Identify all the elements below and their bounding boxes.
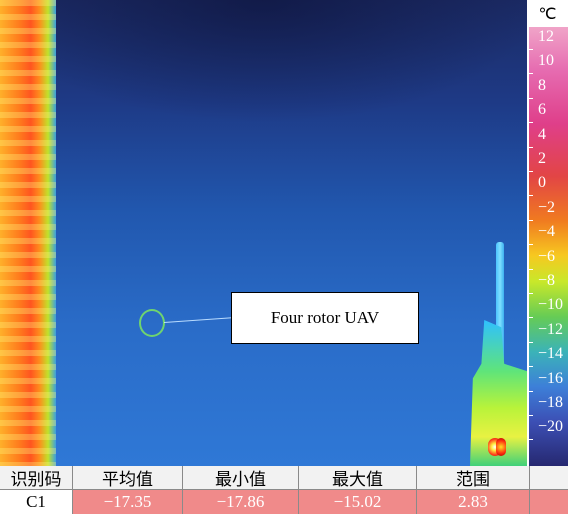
table-header-row: 识别码 平均值 最小值 最大值 范围 <box>0 466 568 490</box>
header-minimum: 最小值 <box>183 466 299 490</box>
scale-tick-label: 4 <box>538 125 546 143</box>
scale-tick-mark <box>527 415 533 416</box>
scale-tick-label: −10 <box>538 296 564 314</box>
scale-tick-label: −4 <box>538 223 556 241</box>
cell-minimum: −17.86 <box>183 490 299 514</box>
thermal-image: Four rotor UAV <box>0 0 527 466</box>
callout-line <box>163 317 234 323</box>
cell-maximum: −15.02 <box>299 490 417 514</box>
cell-average: −17.35 <box>73 490 183 514</box>
cell-range: 2.83 <box>417 490 530 514</box>
building-wall-hotspot <box>0 0 56 466</box>
header-average: 平均值 <box>73 466 183 490</box>
cell-extra <box>530 490 568 514</box>
scale-tick-mark <box>527 439 533 441</box>
scale-tick-mark <box>527 244 533 246</box>
pole <box>496 242 504 362</box>
scale-tick-label: −18 <box>538 394 564 411</box>
scale-tick-mark <box>527 171 533 172</box>
table-row[interactable]: C1 −17.35 −17.86 −15.02 2.83 <box>0 490 568 514</box>
scale-tick-mark <box>527 341 533 343</box>
measurement-table: 识别码 平均值 最小值 最大值 范围 C1 −17.35 −17.86 −15.… <box>0 466 568 514</box>
scale-tick-mark <box>527 195 533 197</box>
scale-tick-mark <box>527 49 533 50</box>
scale-tick-label: −16 <box>538 369 564 387</box>
scale-tick-label: −20 <box>538 418 564 436</box>
scale-tick-mark <box>527 317 533 319</box>
scale-tick-label: −6 <box>538 247 556 265</box>
scale-tick-mark <box>527 293 533 294</box>
uav-target-marker[interactable] <box>139 309 165 337</box>
scale-tick-label: 0 <box>538 174 546 192</box>
scale-tick-mark <box>527 73 533 75</box>
scale-tick-label: −8 <box>538 272 556 289</box>
cell-id: C1 <box>0 490 73 514</box>
hot-spot-secondary <box>496 438 506 456</box>
scale-tick-label: 12 <box>538 28 554 45</box>
scale-tick-mark <box>527 97 533 99</box>
scale-tick-label: −14 <box>538 345 564 363</box>
scale-tick-label: 2 <box>538 150 546 167</box>
header-range: 范围 <box>417 466 530 490</box>
scale-tick-label: −12 <box>538 320 564 338</box>
scale-unit-label: ℃ <box>538 5 557 23</box>
header-id: 识别码 <box>0 466 73 490</box>
scale-tick-mark <box>527 366 533 368</box>
scale-tick-mark <box>527 122 533 124</box>
scale-tick-label: 8 <box>538 76 546 94</box>
scale-tick-mark <box>527 268 533 270</box>
header-extra <box>530 466 568 490</box>
header-maximum: 最大值 <box>299 466 417 490</box>
color-scale-bar <box>529 27 568 466</box>
scale-tick-mark <box>527 146 533 148</box>
scale-tick-label: 6 <box>538 101 546 119</box>
scale-tick-label: −2 <box>538 198 556 216</box>
scale-tick-mark <box>527 390 533 392</box>
scale-tick-mark <box>527 219 533 221</box>
scale-tick-label: 10 <box>538 52 554 70</box>
uav-callout-label: Four rotor UAV <box>231 292 419 344</box>
